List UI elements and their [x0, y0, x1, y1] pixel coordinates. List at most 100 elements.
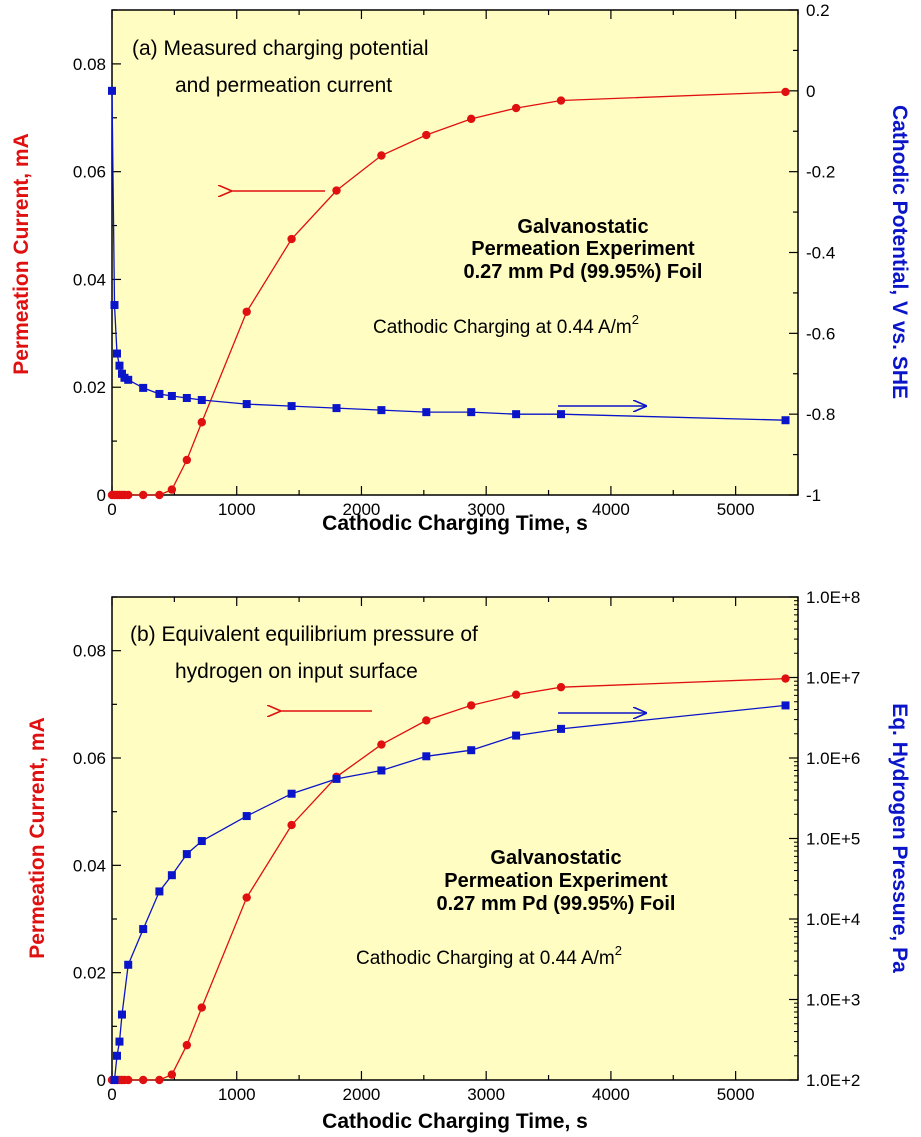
a-y-left-tick-label: 0.02	[73, 378, 106, 397]
panel-b-annotation-text: Cathodic Charging at 0.44 A/m	[356, 948, 615, 969]
b-y-right-tick-label: 1.0E+2	[806, 1071, 860, 1090]
b-series-left-point	[124, 1075, 133, 1085]
panel-a-series	[107, 86, 790, 500]
a-series-left-point	[467, 114, 476, 124]
b-y-left-tick-label: 0.02	[73, 964, 106, 983]
b-y-right-tick-label: 1.0E+3	[806, 991, 860, 1010]
a-series-right-point	[287, 402, 296, 411]
a-y-left-tick-label: 0.06	[73, 163, 106, 182]
a-series-right-point	[197, 396, 206, 405]
a-x-tick-label: 2000	[343, 500, 381, 519]
a-series-right-point	[781, 416, 790, 425]
b-y-right-tick-label: 1.0E+6	[806, 749, 860, 768]
panel-b-annotation-superscript: 2	[615, 943, 622, 958]
b-series-left-point	[182, 1040, 192, 1050]
a-series-left-point	[781, 87, 790, 97]
a-series-left-point	[377, 151, 386, 160]
panel-a-annotation-line4: Cathodic Charging at 0.44 A/m2	[373, 312, 639, 338]
b-series-left-point	[511, 690, 521, 699]
a-series-left-point	[287, 234, 296, 244]
a-x-tick-label: 4000	[592, 500, 630, 519]
b-series-right-point	[117, 1010, 126, 1019]
a-series-left-point	[511, 103, 521, 113]
a-y-right-tick-label: -0.8	[806, 405, 835, 424]
a-y-right-tick-label: 0	[806, 82, 815, 101]
panel-a-x-axis-title: Cathodic Charging Time, s	[322, 512, 588, 535]
a-x-tick-label: 5000	[717, 500, 755, 519]
panel-b-right-axis-title: Eq. Hydrogen Pressure, Pa	[888, 703, 911, 973]
a-series-right-point	[422, 408, 431, 417]
b-series-right-point	[115, 1037, 124, 1046]
a-series-right-point	[108, 86, 116, 95]
a-series-left-point	[138, 490, 148, 500]
a-series-right-point	[182, 394, 191, 402]
b-series-right-point	[781, 701, 790, 710]
b-series-right-point	[512, 731, 521, 740]
a-x-tick-label: 0	[107, 500, 116, 519]
panel-b-title-line1: (b) Equivalent equilibrium pressure of	[130, 623, 478, 646]
a-series-left-point	[422, 130, 431, 140]
b-y-right-tick-label: 1.0E+4	[806, 910, 860, 929]
a-series-right-point	[377, 406, 386, 415]
a-series-right-point	[155, 389, 164, 398]
a-series-right-point	[117, 369, 126, 378]
b-series-left-point	[138, 1075, 148, 1085]
a-y-right-tick-label: 0.2	[806, 1, 830, 20]
b-y-right-tick-label: 1.0E+8	[806, 588, 860, 607]
panel-a-title-line2: and permeation current	[175, 74, 392, 97]
b-series-right-point	[332, 774, 341, 783]
a-y-left-tick-label: 0	[97, 486, 106, 505]
b-series-left-point	[155, 1075, 164, 1085]
b-y-left-tick-label: 0	[97, 1071, 106, 1090]
panel-b-title-line2: hydrogen on input surface	[175, 660, 418, 683]
b-x-tick-label: 2000	[343, 1085, 381, 1104]
panel-b-series	[107, 674, 790, 1085]
a-series-left-point	[155, 490, 164, 500]
b-x-tick-label: 3000	[467, 1085, 505, 1104]
panel-a-annotation-line2: Permeation Experiment	[471, 238, 695, 260]
a-series-left-point	[556, 96, 566, 105]
a-series-right-point	[124, 375, 133, 384]
a-series-right-point	[242, 400, 251, 409]
panel-a-plot-area	[111, 9, 799, 496]
a-y-left-tick-label: 0.08	[73, 55, 106, 74]
a-series-right-point	[139, 383, 148, 392]
b-y-left-tick-label: 0.06	[73, 749, 106, 768]
b-series-right-point	[557, 724, 566, 733]
a-y-left-tick-label: 0.04	[73, 270, 106, 289]
b-series-right-point	[242, 812, 251, 821]
b-x-tick-label: 0	[107, 1085, 116, 1104]
b-series-left-point	[242, 893, 251, 902]
b-series-left-point	[422, 716, 431, 725]
b-x-tick-label: 5000	[717, 1085, 755, 1104]
a-series-right-point	[512, 410, 521, 419]
b-series-right-point	[197, 837, 206, 846]
panel-a-annotation-superscript: 2	[632, 312, 639, 327]
b-series-left-point	[556, 682, 566, 692]
a-series-right-point	[115, 361, 124, 370]
b-y-left-tick-label: 0.04	[73, 856, 106, 875]
a-y-right-tick-label: -1	[806, 486, 821, 505]
b-series-right-point	[139, 925, 148, 934]
a-x-tick-label: 1000	[218, 500, 256, 519]
a-series-left-point	[167, 485, 177, 494]
b-y-left-tick-label: 0.08	[73, 642, 106, 661]
panel-b-plot-area	[111, 596, 799, 1081]
panel-b-annotation-line2: Permeation Experiment	[444, 870, 668, 892]
panel-a-ticks	[111, 9, 799, 496]
b-series-left-point	[781, 674, 790, 683]
a-series-left-point	[242, 307, 251, 316]
b-series-right-point	[124, 960, 133, 969]
a-x-tick-label: 3000	[467, 500, 505, 519]
panel-b-left-axis-title: Permeation Current, mA	[26, 717, 49, 959]
b-series-right-point	[182, 850, 191, 859]
b-series-right-point	[167, 871, 176, 880]
b-series-right-point	[155, 887, 164, 896]
b-series-right-point	[422, 752, 431, 761]
b-x-tick-label: 4000	[592, 1085, 630, 1104]
panel-b-tick-labels: 0 1000 2000 3000 4000 5000 0 0.02 0.04 0.06 0.08 1.…	[73, 588, 860, 1104]
a-series-right-point	[112, 349, 121, 358]
panel-a-tick-labels: 0 1000 2000 3000 4000 5000 0 0.02 0.04 0.06 0.08 -1…	[73, 1, 835, 519]
a-series-right-point	[467, 408, 476, 417]
b-series-left-point	[197, 1003, 207, 1012]
